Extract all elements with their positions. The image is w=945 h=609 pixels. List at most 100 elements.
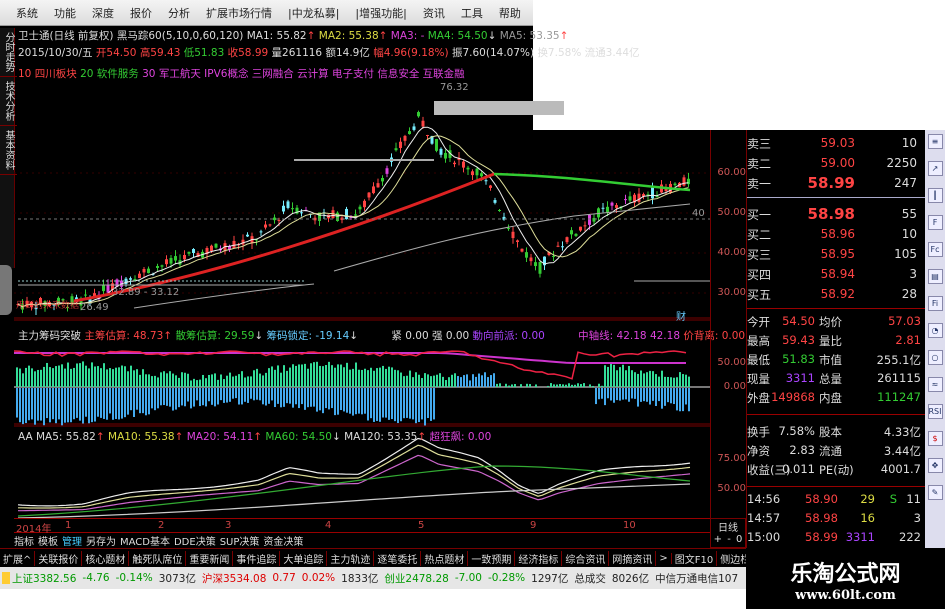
zoom-out-button[interactable]: - <box>727 534 731 545</box>
chip-bar-up <box>520 384 522 387</box>
tabs-more-button[interactable]: > <box>656 552 672 564</box>
kline-chart[interactable] <box>14 26 710 518</box>
move-icon[interactable]: ✥ <box>927 458 943 473</box>
menu-function[interactable]: 功能 <box>54 6 76 20</box>
tab-macd[interactable]: MACD基本 <box>120 537 170 548</box>
circle-icon[interactable]: ○ <box>927 350 943 365</box>
chip-bar-down <box>115 388 117 419</box>
tab-expand[interactable]: 扩展^ <box>0 550 36 566</box>
chip-bar-down <box>358 388 360 414</box>
tag-level-30: 30 <box>142 68 156 80</box>
candle-body <box>295 207 299 214</box>
dollar-icon[interactable]: $ <box>927 431 943 446</box>
ask-row[interactable]: 卖二 59.00 2250 <box>747 155 925 171</box>
tab-fundamentals[interactable]: 基本资料 <box>0 126 17 175</box>
tag-region[interactable]: 四川板块 <box>34 68 77 80</box>
chip-bar-up <box>331 365 333 387</box>
candle-body <box>381 177 384 182</box>
fin-icon[interactable]: Fi <box>927 296 943 311</box>
chip-bar-up <box>31 368 33 387</box>
tab-manage[interactable]: 管理 <box>62 537 82 548</box>
menu-extended-market[interactable]: 扩展市场行情 <box>206 6 272 20</box>
collapse-handle[interactable] <box>0 265 12 315</box>
chip-bar-down <box>601 388 603 399</box>
zoom-reset-button[interactable]: 0 <box>736 534 743 545</box>
candle-body <box>552 255 555 257</box>
tab-dde[interactable]: DDE决策 <box>173 537 216 548</box>
pencil-icon[interactable]: ✎ <box>927 485 943 500</box>
menu-system[interactable]: 系统 <box>16 6 38 20</box>
chip-bar-up <box>670 377 672 387</box>
cy-index[interactable]: 创业2478.28 <box>384 572 449 585</box>
menu-tools[interactable]: 工具 <box>460 6 483 20</box>
f10-icon[interactable]: F <box>927 215 943 230</box>
chip-bar-up <box>652 371 654 387</box>
tab-sup[interactable]: SUP决策 <box>219 537 260 548</box>
tab-f10[interactable]: 图文F10 <box>672 550 718 566</box>
menu-help[interactable]: 帮助 <box>498 6 521 20</box>
tab-fund[interactable]: 资金决策 <box>263 537 304 548</box>
tab-indicator[interactable]: 指标 <box>14 537 34 548</box>
chip-bar-down <box>34 388 36 425</box>
chip-bar-down <box>622 388 624 400</box>
menu-enhanced[interactable]: |增强功能| <box>355 6 407 20</box>
tab-economic[interactable]: 经济指标 <box>515 550 563 566</box>
chip-bar-down <box>46 388 48 419</box>
chip-bar-up <box>463 375 465 387</box>
candle-body <box>138 273 141 279</box>
zoom-in-button[interactable]: + <box>713 534 722 545</box>
menu-zhonglong[interactable]: |中龙私募| <box>288 6 340 20</box>
tab-important-news[interactable]: 重要新闻 <box>186 550 234 566</box>
note-icon[interactable]: ▤ <box>927 269 943 284</box>
bid-row[interactable]: 买二 58.96 10 <box>747 226 925 242</box>
bid-row[interactable]: 买一 58.98 55 <box>747 205 925 223</box>
menu-quote[interactable]: 报价 <box>130 6 152 20</box>
bid-row[interactable]: 买三 58.95 105 <box>747 246 925 262</box>
bid-row[interactable]: 买四 58.94 3 <box>747 266 925 282</box>
period-label[interactable]: 日线 <box>718 523 738 534</box>
tab-template[interactable]: 模板 <box>38 537 58 548</box>
hs-index[interactable]: 沪深3534.08 <box>201 572 267 585</box>
tab-seats[interactable]: 触死队席位 <box>129 550 187 566</box>
tab-intraday[interactable]: 分时走势 <box>0 28 17 77</box>
tab-event-tracking[interactable]: 事件追踪 <box>233 550 281 566</box>
bid-row[interactable]: 买五 58.92 28 <box>747 286 925 302</box>
menu-news[interactable]: 资讯 <box>422 6 445 20</box>
tab-technical[interactable]: 技术分析 <box>0 77 17 126</box>
ask-row[interactable]: 卖三 59.03 10 <box>747 135 925 151</box>
rsi-icon[interactable]: RSI <box>927 404 943 419</box>
chip-bar-down <box>223 388 225 403</box>
tab-hot-theme[interactable]: 热点题材 <box>421 550 469 566</box>
tab-web-news[interactable]: 网摘资讯 <box>609 550 657 566</box>
blank-region <box>533 0 945 130</box>
chip-bar-up <box>271 366 273 387</box>
finance-marker[interactable]: 财 <box>676 312 686 323</box>
tab-big-order[interactable]: 大单追踪 <box>280 550 328 566</box>
candle-icon[interactable]: ┃ <box>927 188 943 203</box>
menu-depth[interactable]: 深度 <box>92 6 114 20</box>
sh-index[interactable]: 上证3382.56 <box>12 572 77 585</box>
ask-row[interactable]: 卖一 58.99 247 <box>747 174 925 192</box>
tab-related-quotes[interactable]: 关联报价 <box>35 550 83 566</box>
tick-side: S <box>889 492 897 506</box>
tab-save-as[interactable]: 另存为 <box>86 537 116 548</box>
tab-consensus[interactable]: 一致预期 <box>468 550 516 566</box>
candle-body <box>534 262 537 267</box>
chip-bar-down <box>181 388 183 406</box>
pie-icon[interactable]: ◔ <box>927 323 943 338</box>
chip-bar-down <box>658 388 660 402</box>
chip-bar-down <box>292 388 294 408</box>
broker-server[interactable]: 中信万通电信107 <box>655 572 739 585</box>
line-chart-icon[interactable]: ↗ <box>927 161 943 176</box>
menu-analysis[interactable]: 分析 <box>168 6 190 20</box>
tab-general-news[interactable]: 综合资讯 <box>562 550 610 566</box>
tag-industry[interactable]: 软件服务 <box>96 68 139 80</box>
wave-icon[interactable]: ≈ <box>927 377 943 392</box>
bars-icon[interactable]: ≡ <box>927 134 943 149</box>
tab-main-track[interactable]: 主力轨迹 <box>327 550 375 566</box>
tab-order-by-order[interactable]: 逐笔委托 <box>374 550 422 566</box>
fc-icon[interactable]: Fc <box>927 242 943 257</box>
tag-concepts[interactable]: 军工航天 IPV6概念 三网融合 云计算 电子支付 信息安全 互联金融 <box>158 68 465 80</box>
candle-body <box>471 171 474 176</box>
tab-core-theme[interactable]: 核心题材 <box>82 550 130 566</box>
